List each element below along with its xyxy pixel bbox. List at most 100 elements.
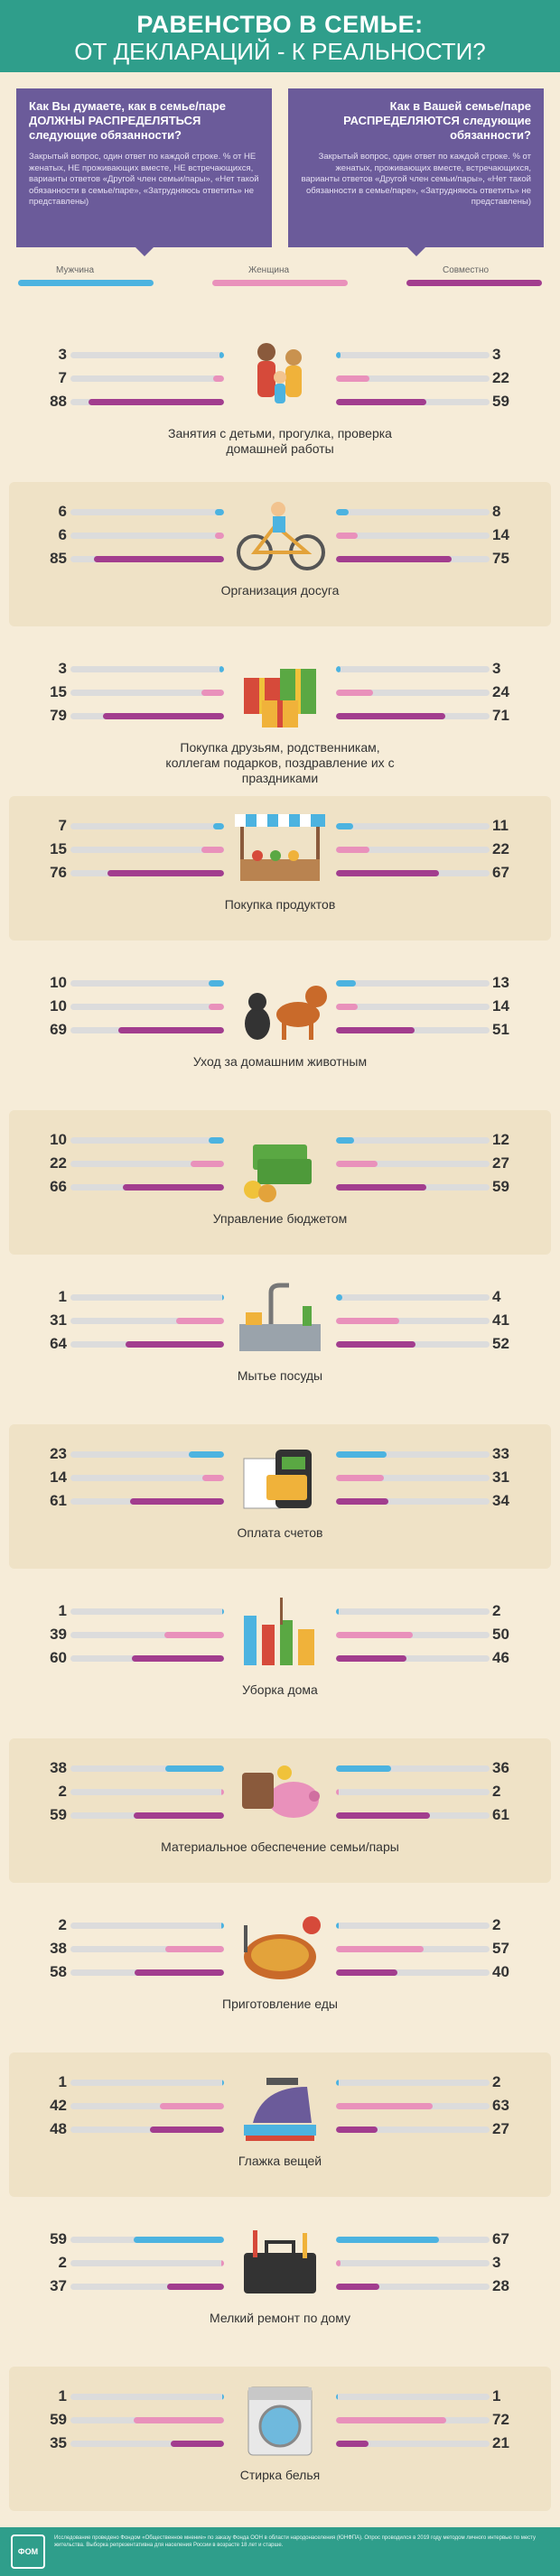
bar-actual-women bbox=[336, 2417, 490, 2423]
value-actual-women: 31 bbox=[492, 1469, 509, 1486]
value-should-joint: 69 bbox=[50, 1021, 67, 1038]
value-actual-joint: 46 bbox=[492, 1649, 509, 1666]
stat-row-women: 7 22 bbox=[9, 368, 551, 388]
money-icon bbox=[244, 1144, 312, 1202]
value-actual-women: 27 bbox=[492, 1154, 509, 1172]
value-actual-women: 22 bbox=[492, 369, 509, 386]
bar-fill-should-joint bbox=[102, 713, 224, 719]
bar-actual-women bbox=[336, 533, 490, 539]
bar-fill-actual-joint bbox=[336, 1498, 388, 1505]
bar-should-men bbox=[70, 352, 224, 358]
bar-fill-actual-men bbox=[336, 1923, 340, 1929]
value-actual-joint: 71 bbox=[492, 707, 509, 724]
bar-fill-actual-joint bbox=[336, 1812, 430, 1819]
bar-should-women bbox=[70, 1161, 224, 1167]
category-caption: Приготовление еды bbox=[222, 1997, 338, 2011]
bar-fill-should-joint bbox=[107, 870, 224, 876]
bar-should-men bbox=[70, 2394, 224, 2400]
bar-actual-men bbox=[336, 2394, 490, 2400]
value-should-men: 3 bbox=[58, 660, 67, 677]
value-should-men: 6 bbox=[58, 503, 67, 520]
value-should-women: 15 bbox=[50, 840, 67, 857]
bar-fill-actual-women bbox=[336, 1475, 384, 1481]
bar-fill-actual-joint bbox=[336, 1655, 407, 1662]
stat-row-women: 42 63 bbox=[9, 2096, 551, 2116]
bar-actual-men bbox=[336, 1137, 490, 1144]
stat-row-joint: 35 21 bbox=[9, 2433, 551, 2453]
bar-actual-joint bbox=[336, 2127, 490, 2133]
bar-actual-women bbox=[336, 375, 490, 382]
bar-fill-actual-joint bbox=[336, 713, 445, 719]
bar-fill-should-women bbox=[176, 1318, 224, 1324]
value-should-joint: 37 bbox=[50, 2277, 67, 2294]
value-actual-joint: 59 bbox=[492, 393, 509, 410]
stat-row-men: 10 12 bbox=[9, 1130, 551, 1150]
bar-actual-women bbox=[336, 847, 490, 853]
bar-actual-joint bbox=[336, 1655, 490, 1662]
cooking-icon bbox=[244, 1916, 321, 1979]
bar-fill-should-women bbox=[202, 1475, 224, 1481]
bar-actual-women bbox=[336, 1946, 490, 1952]
bar-should-joint bbox=[70, 1498, 224, 1505]
bar-fill-actual-women bbox=[336, 1946, 424, 1952]
iron-icon bbox=[244, 2078, 316, 2141]
category-caption: Уборка дома bbox=[242, 1682, 318, 1697]
value-should-men: 10 bbox=[50, 1131, 67, 1148]
bar-should-joint bbox=[70, 1184, 224, 1191]
value-actual-joint: 40 bbox=[492, 1963, 509, 1980]
legend-joint-bar bbox=[406, 280, 542, 286]
stat-row-women: 39 50 bbox=[9, 1625, 551, 1645]
stat-row-women: 15 22 bbox=[9, 839, 551, 859]
bar-actual-men bbox=[336, 1451, 490, 1458]
bar-actual-men bbox=[336, 1765, 490, 1772]
category-section: 38 36 2 2 59 61 Материальное обеспечение семьи… bbox=[9, 1738, 551, 1883]
legend-women-label: Женщина bbox=[248, 265, 290, 275]
value-should-joint: 76 bbox=[50, 864, 67, 881]
bar-fill-should-joint bbox=[170, 2441, 224, 2447]
bar-should-joint bbox=[70, 2441, 224, 2447]
questions-row: Как Вы думаете, как в семье/паре ДОЛЖНЫ … bbox=[0, 72, 560, 256]
bar-fill-actual-women bbox=[336, 533, 358, 539]
bar-fill-should-women bbox=[201, 690, 224, 696]
category-caption: Покупка друзьям, родственникам, коллегам… bbox=[165, 740, 395, 785]
bar-fill-actual-women bbox=[336, 2103, 434, 2109]
bar-actual-women bbox=[336, 2103, 490, 2109]
bar-should-women bbox=[70, 690, 224, 696]
value-should-women: 14 bbox=[50, 1469, 67, 1486]
bar-actual-joint bbox=[336, 399, 490, 405]
stat-row-women: 15 24 bbox=[9, 682, 551, 702]
category-caption: Материальное обеспечение семьи/пары bbox=[161, 1839, 399, 1854]
value-actual-men: 4 bbox=[492, 1288, 501, 1305]
bar-fill-should-joint bbox=[133, 1812, 224, 1819]
value-actual-women: 22 bbox=[492, 840, 509, 857]
bar-should-joint bbox=[70, 1341, 224, 1348]
value-actual-men: 11 bbox=[492, 817, 509, 834]
pets-icon bbox=[245, 986, 327, 1040]
bar-should-joint bbox=[70, 1027, 224, 1033]
bar-should-men bbox=[70, 1608, 224, 1615]
bicycle-icon bbox=[237, 502, 325, 570]
bar-fill-should-joint bbox=[117, 1027, 224, 1033]
value-should-women: 42 bbox=[50, 2097, 67, 2114]
value-actual-men: 12 bbox=[492, 1131, 509, 1148]
bar-fill-actual-joint bbox=[336, 870, 439, 876]
bar-fill-actual-women bbox=[336, 2260, 341, 2266]
bar-fill-should-joint bbox=[130, 1498, 224, 1505]
value-actual-women: 41 bbox=[492, 1311, 509, 1329]
category-section: 1 2 42 63 48 27 Глажка вещей bbox=[9, 2052, 551, 2197]
bar-should-joint bbox=[70, 399, 224, 405]
bar-fill-should-men bbox=[222, 1608, 224, 1615]
bar-should-men bbox=[70, 980, 224, 987]
stat-row-joint: 61 34 bbox=[9, 1491, 551, 1511]
bar-fill-should-men bbox=[222, 1294, 224, 1301]
value-actual-women: 14 bbox=[492, 997, 509, 1015]
bar-should-men bbox=[70, 2237, 224, 2243]
bar-fill-should-men bbox=[165, 1765, 224, 1772]
value-should-men: 3 bbox=[58, 346, 67, 363]
bar-fill-should-women bbox=[220, 2260, 224, 2266]
bar-fill-should-joint bbox=[132, 1655, 224, 1662]
bar-fill-should-men bbox=[219, 666, 224, 672]
bar-actual-joint bbox=[336, 1027, 490, 1033]
